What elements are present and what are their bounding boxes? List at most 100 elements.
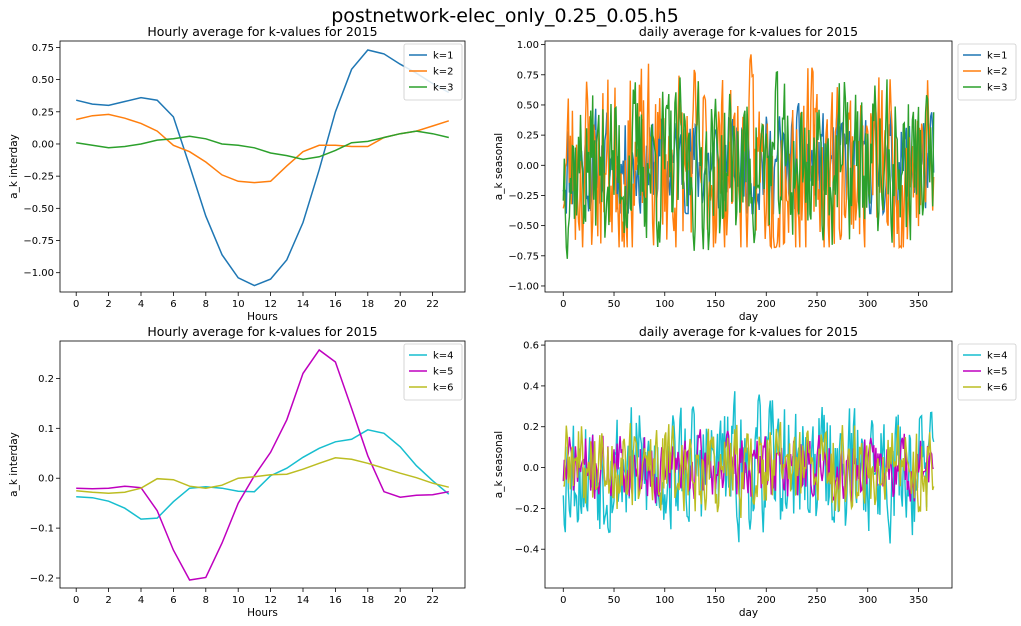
x-tick-label: 6 bbox=[170, 299, 176, 310]
y-tick-label: 0.25 bbox=[517, 131, 539, 142]
subplot-3: Hourly average for k-values for 2015 0 2 4 6… bbox=[8, 324, 466, 619]
x-tick-label: 250 bbox=[807, 595, 826, 606]
legend-label: k=3 bbox=[433, 83, 454, 94]
legend: k=4 k=5 k=6 bbox=[403, 343, 463, 401]
x-tick-label: 100 bbox=[655, 299, 674, 310]
x-axis-label: Hours bbox=[247, 607, 278, 619]
y-tick-label: 0.4 bbox=[523, 381, 539, 392]
plot-frame bbox=[59, 340, 466, 589]
series-line-k=3 bbox=[562, 70, 935, 259]
y-tick-label: 0.25 bbox=[32, 107, 54, 118]
x-tick-label: 10 bbox=[232, 595, 245, 606]
y-tick-label: −0.1 bbox=[30, 524, 54, 535]
series-line-k=6 bbox=[563, 421, 935, 519]
x-tick-label: 350 bbox=[909, 595, 928, 606]
x-tick-label: 250 bbox=[807, 299, 826, 310]
y-tick-label: −0.25 bbox=[508, 191, 539, 202]
y-axis-label: a_k interday bbox=[8, 134, 20, 199]
y-tick-label: 0.0 bbox=[523, 463, 539, 474]
x-tick-label: 300 bbox=[858, 595, 877, 606]
y-tick-label: 0.1 bbox=[38, 424, 54, 435]
series-line-k=2 bbox=[76, 113, 450, 184]
plot-frame bbox=[544, 40, 953, 293]
x-tick-label: 0 bbox=[560, 595, 566, 606]
x-axis-label: Hours bbox=[247, 311, 278, 323]
x-tick-label: 22 bbox=[426, 299, 439, 310]
x-tick-label: 8 bbox=[203, 299, 209, 310]
y-axis-label: a_k interday bbox=[8, 432, 20, 497]
x-tick-label: 2 bbox=[105, 299, 111, 310]
y-tick-label: −0.75 bbox=[508, 251, 539, 262]
y-tick-label: 0.50 bbox=[32, 75, 54, 86]
y-tick-label: 0.50 bbox=[517, 100, 539, 111]
x-tick-label: 22 bbox=[426, 595, 439, 606]
plot-frame bbox=[59, 40, 466, 293]
x-tick-label: 50 bbox=[608, 595, 621, 606]
subplot-title: daily average for k-values for 2015 bbox=[639, 24, 858, 39]
series-line-k=5 bbox=[562, 429, 934, 506]
y-tick-label: 0.00 bbox=[32, 139, 54, 150]
x-tick-label: 16 bbox=[329, 299, 342, 310]
y-tick-label: −0.25 bbox=[23, 172, 54, 183]
series-line-k=3 bbox=[76, 130, 449, 161]
x-tick-label: 2 bbox=[105, 595, 111, 606]
x-tick-label: 10 bbox=[232, 299, 245, 310]
y-tick-label: −1.00 bbox=[508, 281, 539, 292]
x-tick-label: 150 bbox=[706, 595, 725, 606]
x-axis-label: day bbox=[739, 311, 758, 323]
x-tick-label: 350 bbox=[909, 299, 928, 310]
x-tick-label: 20 bbox=[394, 595, 407, 606]
subplot-title: Hourly average for k-values for 2015 bbox=[147, 324, 377, 339]
legend-label: k=2 bbox=[987, 67, 1008, 78]
legend-label: k=5 bbox=[433, 367, 454, 378]
x-axis-label: day bbox=[739, 607, 758, 619]
legend-label: k=3 bbox=[987, 83, 1008, 94]
x-tick-label: 200 bbox=[757, 299, 776, 310]
legend: k=1 k=2 k=3 bbox=[957, 43, 1017, 101]
y-tick-label: 1.00 bbox=[517, 40, 539, 51]
subplot-title: Hourly average for k-values for 2015 bbox=[147, 24, 377, 39]
y-tick-label: −0.75 bbox=[23, 236, 54, 247]
series-line-k=6 bbox=[76, 457, 449, 494]
x-tick-label: 150 bbox=[706, 299, 725, 310]
legend: k=4 k=5 k=6 bbox=[957, 343, 1017, 401]
y-tick-label: 0.75 bbox=[32, 43, 54, 54]
legend-label: k=1 bbox=[433, 51, 454, 62]
x-tick-label: 0 bbox=[73, 299, 79, 310]
y-tick-label: 0.2 bbox=[523, 422, 539, 433]
subplot-2: daily average for k-values for 2015 0 50 10… bbox=[493, 24, 1017, 323]
legend-label: k=2 bbox=[433, 67, 454, 78]
x-tick-label: 12 bbox=[264, 595, 277, 606]
y-tick-label: −0.2 bbox=[515, 504, 539, 515]
x-tick-label: 8 bbox=[203, 595, 209, 606]
figure-suptitle: postnetwork-elec_only_0.25_0.05.h5 bbox=[331, 5, 679, 27]
legend-label: k=6 bbox=[433, 383, 454, 394]
series-line-k=1 bbox=[76, 49, 450, 287]
legend: k=1 k=2 k=3 bbox=[403, 43, 463, 101]
legend-label: k=6 bbox=[987, 383, 1008, 394]
subplot-title: daily average for k-values for 2015 bbox=[639, 324, 858, 339]
y-tick-label: −0.2 bbox=[30, 574, 54, 585]
legend-label: k=5 bbox=[987, 367, 1008, 378]
y-tick-label: 0.0 bbox=[38, 474, 54, 485]
x-tick-label: 4 bbox=[138, 595, 144, 606]
series-line-k=5 bbox=[76, 348, 449, 581]
x-tick-label: 16 bbox=[329, 595, 342, 606]
y-tick-label: −0.4 bbox=[515, 545, 539, 556]
y-tick-label: 0.6 bbox=[523, 341, 539, 352]
x-tick-label: 0 bbox=[560, 299, 566, 310]
y-tick-label: −0.50 bbox=[23, 204, 54, 215]
x-tick-label: 50 bbox=[608, 299, 621, 310]
series-line-k=4 bbox=[76, 429, 450, 520]
legend-label: k=4 bbox=[987, 351, 1008, 362]
y-tick-label: 0.2 bbox=[38, 374, 54, 385]
x-tick-label: 200 bbox=[757, 595, 776, 606]
x-tick-label: 4 bbox=[138, 299, 144, 310]
subplot-1: Hourly average for k-values for 2015 0 2 4 6… bbox=[8, 24, 466, 323]
x-tick-label: 18 bbox=[361, 299, 374, 310]
y-axis-label: a_k seasonal bbox=[493, 431, 505, 498]
x-tick-label: 6 bbox=[170, 595, 176, 606]
y-tick-label: −0.50 bbox=[508, 221, 539, 232]
x-tick-label: 14 bbox=[297, 299, 310, 310]
legend-label: k=1 bbox=[987, 51, 1008, 62]
